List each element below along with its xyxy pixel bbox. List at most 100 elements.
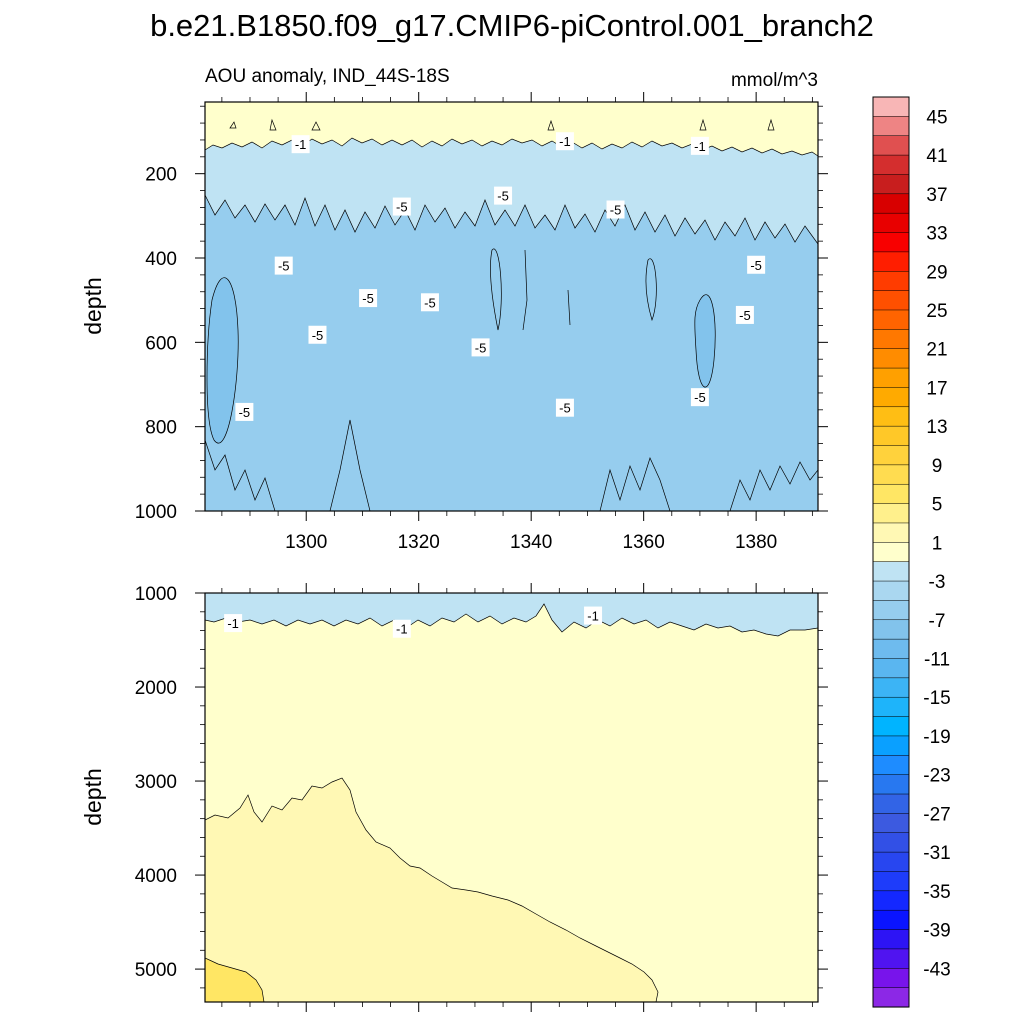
contour-label: -5 xyxy=(690,388,709,407)
colorbar-swatch xyxy=(872,832,910,853)
upper-contour-line-b xyxy=(490,248,657,331)
colorbar-label: 33 xyxy=(926,224,947,245)
contour-label: -5 xyxy=(606,200,625,219)
lower-plot-frame xyxy=(204,592,819,1003)
colorbar-label: -43 xyxy=(923,959,950,980)
contour-label-bg xyxy=(584,606,603,625)
upper-left-label: AOU anomaly, IND_44S-18S xyxy=(205,66,450,87)
contour-label-text: -1 xyxy=(694,139,706,154)
colorbar-swatch xyxy=(872,174,910,195)
lower-ticks: 1000 2000 3000 4000 5000 xyxy=(135,583,828,1012)
contour-label: -5 xyxy=(747,255,766,274)
contour-label: -5 xyxy=(555,398,574,417)
contour-label: -5 xyxy=(308,325,327,344)
colorbar-swatch xyxy=(872,116,910,137)
contour-label: -5 xyxy=(274,256,293,275)
colorbar-swatch xyxy=(872,522,910,543)
lower-contour-labels: -1 -1 -1 xyxy=(224,606,603,638)
upper-fill-level-5 xyxy=(205,194,818,511)
colorbar-label: 45 xyxy=(926,107,947,128)
contour-label-bg xyxy=(359,289,378,308)
colorbar-swatch xyxy=(872,464,910,485)
contour-label-bg xyxy=(735,305,754,324)
colorbar-swatch xyxy=(872,638,910,660)
colorbar-swatch xyxy=(872,542,910,563)
colorbar-label: 25 xyxy=(926,301,947,322)
chart-title: b.e21.B1850.f09_g17.CMIP6-piControl.001_… xyxy=(150,8,874,43)
colorbar-swatch xyxy=(872,793,910,814)
colorbar-swatch xyxy=(872,755,910,776)
lower-fill-level-5 xyxy=(205,957,265,1002)
upper-fill-level-9b xyxy=(694,294,716,388)
colorbar-swatch xyxy=(872,212,910,234)
colorbar-swatch xyxy=(872,425,910,447)
contour-label: -5 xyxy=(420,293,439,312)
contour-label-text: -5 xyxy=(312,328,324,343)
colorbar-swatch xyxy=(872,96,910,117)
y-tick-label: 4000 xyxy=(135,866,177,887)
y-tick-label: 200 xyxy=(145,165,177,186)
colorbar-swatch xyxy=(872,658,910,679)
contour-label: -5 xyxy=(359,289,378,308)
contour-label: -5 xyxy=(471,338,490,357)
contour-label-bg xyxy=(494,186,513,205)
contour-label-bg xyxy=(471,338,490,357)
colorbar-swatch xyxy=(872,445,910,466)
colorbar-swatch xyxy=(872,580,910,601)
colorbar-swatch xyxy=(872,387,910,408)
colorbar-label: -23 xyxy=(923,766,950,787)
colorbar-swatch xyxy=(872,232,910,253)
y-tick-label: 1000 xyxy=(135,502,177,523)
colorbar-swatch xyxy=(872,948,910,969)
contour-label-text: -5 xyxy=(750,258,762,273)
y-tick-label: 800 xyxy=(145,418,177,439)
colorbar-frame xyxy=(872,96,910,1008)
contour-label-bg xyxy=(420,293,439,312)
contour-label-text: -5 xyxy=(610,203,622,218)
colorbar-label: -3 xyxy=(929,572,946,593)
colorbar-label: 9 xyxy=(932,456,943,477)
y-tick-label: 400 xyxy=(145,249,177,270)
colorbar-swatch xyxy=(872,890,910,911)
colorbar-swatch xyxy=(872,251,910,272)
contour-label-text: -5 xyxy=(739,308,751,323)
contour-label: -1 xyxy=(584,606,603,625)
contour-label-bg xyxy=(224,614,243,633)
colorbar-swatch xyxy=(872,503,910,524)
lower-fill-negative xyxy=(205,593,818,637)
colorbar-swatch xyxy=(872,309,910,330)
colorbar: 45 41 37 33 29 25 21 17 13 9 5 1 -3 -7 -11 -15 -19 -23 -27… xyxy=(872,96,951,1008)
contour-label: -1 xyxy=(690,136,709,155)
upper-contour-labels: -1 -1 -1 -5 -5 -5 -5 -5 -5 -5 -5 -5 -5 -5 -5 -5 xyxy=(235,132,766,421)
contour-label: -1 xyxy=(291,135,310,154)
colorbar-swatch xyxy=(872,600,910,621)
colorbar-label: -35 xyxy=(923,882,950,903)
colorbar-swatch xyxy=(872,909,910,931)
contour-label-bg xyxy=(274,256,293,275)
y-tick-label: 600 xyxy=(145,333,177,354)
colorbar-swatch xyxy=(872,154,910,175)
contour-label-text: -1 xyxy=(227,616,239,631)
colorbar-label: -27 xyxy=(923,804,950,825)
y-tick-label: 2000 xyxy=(135,678,177,699)
colorbar-swatch xyxy=(872,619,910,640)
contour-label-bg xyxy=(555,132,574,151)
colorbar-label: 41 xyxy=(926,146,947,167)
upper-ticks: 1300 1320 1340 1360 1380 200 400 600 800 1000 xyxy=(135,92,828,553)
contour-label-bg xyxy=(308,325,327,344)
colorbar-swatch xyxy=(872,677,910,698)
upper-fill-level-9 xyxy=(206,277,239,444)
upper-units-label: mmol/m^3 xyxy=(731,70,818,91)
contour-label-text: -1 xyxy=(295,137,307,152)
upper-plot-frame xyxy=(204,101,819,512)
colorbar-swatch xyxy=(872,271,910,292)
contour-label-bg xyxy=(291,135,310,154)
contour-label-text: -1 xyxy=(587,609,599,624)
colorbar-label: -11 xyxy=(924,649,950,670)
colorbar-swatch xyxy=(872,735,910,756)
colorbar-swatch xyxy=(872,290,910,311)
contour-label-bg xyxy=(606,200,625,219)
colorbar-swatch xyxy=(872,774,910,795)
contour-label-text: -5 xyxy=(475,340,487,355)
